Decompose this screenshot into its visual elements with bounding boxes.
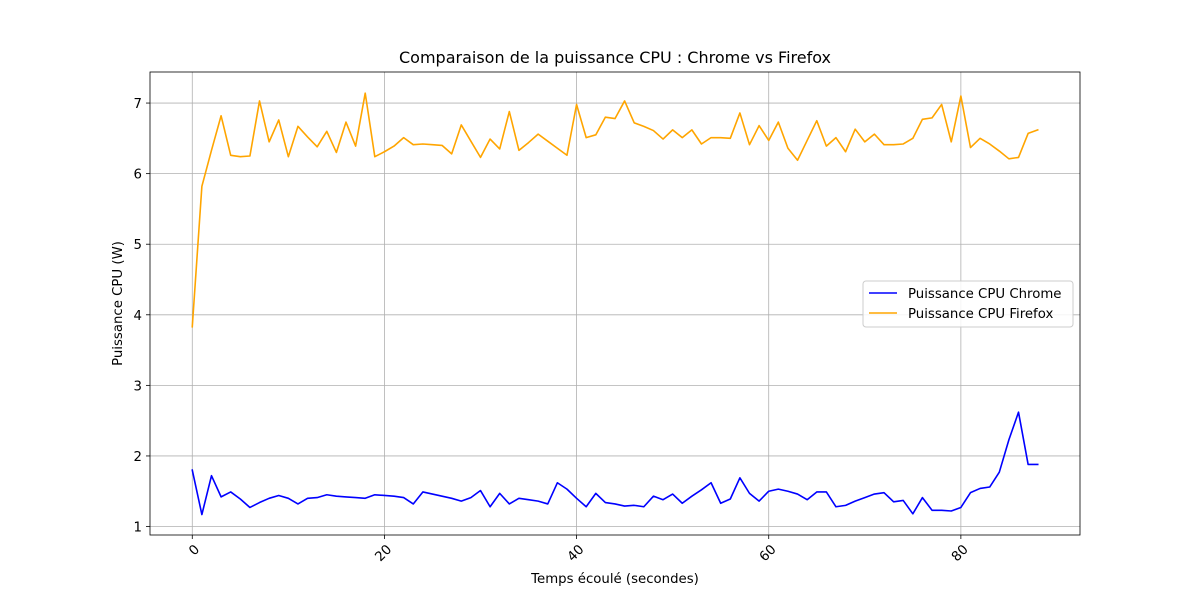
x-tick-label: 0 — [187, 542, 204, 559]
legend: Puissance CPU Chrome Puissance CPU Firefo… — [862, 280, 1074, 328]
y-tick-label: 1 — [134, 521, 142, 536]
x-tick-label: 20 — [373, 542, 396, 565]
y-tick-label: 2 — [134, 450, 142, 465]
y-tick-label: 3 — [134, 379, 142, 394]
x-axis-label: Temps écoulé (secondes) — [530, 571, 699, 587]
legend-label: Puissance CPU Firefox — [908, 307, 1053, 322]
y-tick-label: 7 — [134, 97, 142, 112]
series-line-firefox — [191, 92, 1039, 328]
y-tick-label: 6 — [134, 168, 142, 183]
y-tick-label: 5 — [134, 238, 142, 253]
chart-title: Comparaison de la puissance CPU : Chrome… — [399, 48, 831, 67]
legend-label: Puissance CPU Chrome — [908, 287, 1061, 302]
series-line-chrome — [191, 411, 1039, 516]
x-tick-label: 80 — [949, 542, 972, 565]
y-tick-label: 4 — [134, 309, 142, 324]
x-tick-label: 60 — [757, 542, 780, 565]
series-layer — [191, 92, 1039, 516]
y-axis-label: Puissance CPU (W) — [111, 241, 126, 366]
legend-box — [862, 280, 1074, 328]
x-tick-label: 40 — [565, 542, 588, 565]
plot-frame — [149, 71, 1081, 536]
